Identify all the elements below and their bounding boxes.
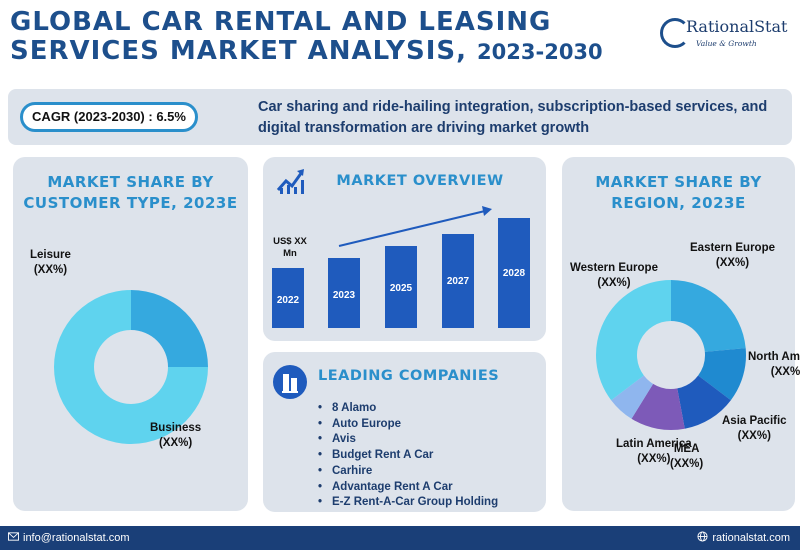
asia-pacific-value: (XX%) bbox=[737, 430, 771, 442]
mea-label: MEA (XX%) bbox=[670, 442, 703, 472]
footer-email[interactable]: info@rationalstat.com bbox=[8, 526, 130, 550]
region-slice-latin-america bbox=[611, 375, 654, 419]
region-slice-eastern-europe bbox=[671, 280, 746, 352]
mea-value: (XX%) bbox=[670, 458, 704, 470]
globe-icon bbox=[697, 531, 708, 542]
company-item: Carhire bbox=[318, 464, 498, 480]
website-text: rationalstat.com bbox=[712, 532, 790, 544]
bar-year-label: 2023 bbox=[332, 289, 356, 301]
trend-arrow bbox=[338, 206, 492, 247]
company-item: Auto Europe bbox=[318, 417, 498, 433]
company-item: E-Z Rent-A-Car Group Holding bbox=[318, 495, 498, 511]
bar-year-label: 2022 bbox=[276, 295, 300, 306]
title-years: 2023-2030 bbox=[477, 40, 603, 64]
eastern-europe-name: Eastern Europe bbox=[690, 242, 775, 254]
latin-america-name: Latin America bbox=[616, 438, 692, 450]
asia-pacific-name: Asia Pacific bbox=[722, 415, 787, 427]
logo-mark-icon bbox=[660, 18, 690, 48]
bar-2028 bbox=[498, 218, 530, 328]
mea-name: MEA bbox=[673, 443, 700, 455]
western-europe-label: Western Europe (XX%) bbox=[570, 261, 658, 291]
region-title: MARKET SHARE BY REGION, 2023E bbox=[595, 173, 762, 212]
market-unit-label: US$ XX Mn bbox=[273, 236, 307, 259]
brand-logo: RationalStat Value & Growth bbox=[660, 16, 795, 52]
cagr-badge: CAGR (2023-2030) : 6.5% bbox=[20, 102, 198, 132]
brand-tagline: Value & Growth bbox=[696, 39, 757, 48]
companies-list: 8 Alamo Auto Europe Avis Budget Rent A C… bbox=[318, 401, 498, 511]
eastern-europe-label: Eastern Europe (XX%) bbox=[690, 241, 775, 271]
email-text: info@rationalstat.com bbox=[23, 532, 130, 544]
title-line-1: GLOBAL CAR RENTAL AND LEASING bbox=[10, 7, 552, 37]
company-item: Advantage Rent A Car bbox=[318, 480, 498, 496]
asia-pacific-label: Asia Pacific (XX%) bbox=[722, 414, 787, 444]
north-america-value: (XX%) bbox=[770, 366, 800, 378]
bar-2022 bbox=[272, 268, 304, 328]
title-line-2-text: SERVICES MARKET ANALYSIS, bbox=[10, 36, 467, 66]
company-item: Avis bbox=[318, 432, 498, 448]
page-title: GLOBAL CAR RENTAL AND LEASING SERVICES M… bbox=[10, 8, 610, 67]
leisure-label: Leisure (XX%) bbox=[30, 248, 71, 278]
footer-bar: info@rationalstat.com rationalstat.com bbox=[0, 526, 800, 550]
leisure-value: (XX%) bbox=[33, 264, 68, 276]
region-slice-north-america bbox=[698, 348, 746, 401]
customer-slice-leisure bbox=[54, 290, 208, 444]
western-europe-value: (XX%) bbox=[597, 277, 631, 289]
region-slice-western-europe bbox=[596, 280, 671, 401]
business-label: Business (XX%) bbox=[150, 421, 201, 451]
bar-2025 bbox=[385, 246, 417, 328]
business-name: Business bbox=[150, 422, 202, 434]
customer-type-donut bbox=[54, 290, 208, 444]
brand-name: RationalStat bbox=[686, 17, 788, 36]
western-europe-name: Western Europe bbox=[570, 262, 658, 274]
mail-icon bbox=[8, 532, 19, 541]
market-overview-title: MARKET OVERVIEW bbox=[336, 173, 504, 189]
leisure-name: Leisure bbox=[30, 249, 71, 261]
region-donut bbox=[596, 280, 746, 430]
customer-slice-business bbox=[131, 290, 208, 367]
bar-2027 bbox=[442, 234, 474, 328]
eastern-europe-value: (XX%) bbox=[715, 257, 750, 269]
region-slice-mea bbox=[631, 383, 685, 430]
north-america-label: North America (XX%) bbox=[748, 350, 800, 380]
footer-website[interactable]: rationalstat.com bbox=[697, 526, 790, 550]
market-drivers-text: Car sharing and ride-hailing integration… bbox=[258, 99, 768, 136]
latin-america-label: Latin America (XX%) bbox=[616, 437, 692, 467]
latin-america-value: (XX%) bbox=[637, 453, 671, 465]
company-item: Budget Rent A Car bbox=[318, 448, 498, 464]
bar-year-label: 2028 bbox=[502, 267, 526, 279]
growth-chart-icon bbox=[276, 169, 304, 194]
bar-2023 bbox=[328, 258, 360, 328]
building-icon bbox=[273, 365, 307, 399]
customer-type-panel bbox=[13, 157, 248, 511]
customer-type-title: MARKET SHARE BY CUSTOMER TYPE, 2023E bbox=[23, 173, 238, 212]
company-item: 8 Alamo bbox=[318, 401, 498, 417]
title-line-2: SERVICES MARKET ANALYSIS, 2023-2030 bbox=[10, 37, 610, 67]
region-slice-asia-pacific bbox=[677, 375, 731, 429]
bar-year-label: 2027 bbox=[446, 276, 470, 288]
business-value: (XX%) bbox=[158, 437, 193, 449]
bar-year-label: 2025 bbox=[389, 282, 413, 294]
north-america-name: North America bbox=[748, 351, 800, 363]
leading-companies-title: LEADING COMPANIES bbox=[318, 368, 500, 384]
